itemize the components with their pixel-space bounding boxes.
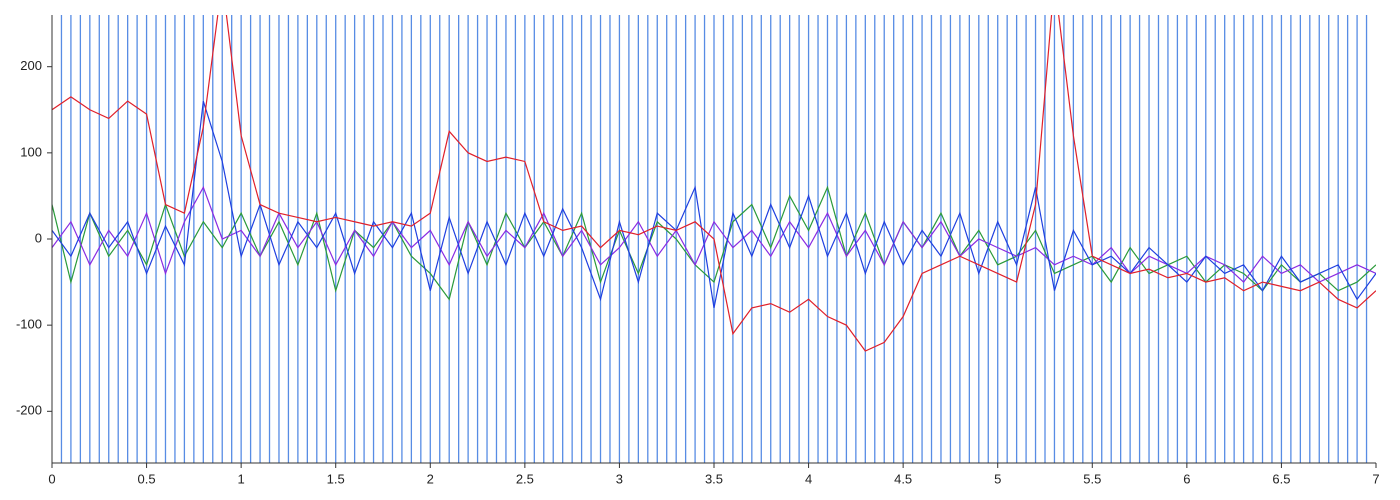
x-tick-label: 2	[427, 471, 434, 486]
trace-line	[52, 100, 1376, 309]
x-tick-label: 4.5	[894, 471, 912, 486]
x-tick-label: 3.5	[705, 471, 723, 486]
x-tick-label: 6	[1183, 471, 1190, 486]
axes: -200 -100 0 100 200 0 0.5 1 1.5 2 2.5 3 3.5 4 4.5 5 5.5 6…	[16, 15, 1380, 486]
y-tick-label: 200	[20, 58, 42, 73]
y-tick-label: 100	[20, 144, 42, 159]
x-tick-label: 1.5	[327, 471, 345, 486]
x-tick-label: 5.5	[1083, 471, 1101, 486]
x-tick-label: 4	[805, 471, 812, 486]
x-tick-label: 6.5	[1272, 471, 1290, 486]
trace-line	[52, 15, 1376, 352]
x-tick-label: 3	[616, 471, 623, 486]
plot-area	[52, 15, 1376, 463]
x-tick-label: 7	[1372, 471, 1379, 486]
x-tick-label: 0.5	[138, 471, 156, 486]
y-tick-label: -200	[16, 403, 42, 418]
x-tick-label: 2.5	[516, 471, 534, 486]
trace-line	[52, 185, 1376, 301]
x-tick-label: 5	[994, 471, 1001, 486]
y-tick-label: 0	[35, 230, 42, 245]
x-tick-label: 0	[48, 471, 55, 486]
y-tick-label: -100	[16, 317, 42, 332]
trace-line	[52, 185, 1376, 283]
x-tick-label: 1	[238, 471, 245, 486]
